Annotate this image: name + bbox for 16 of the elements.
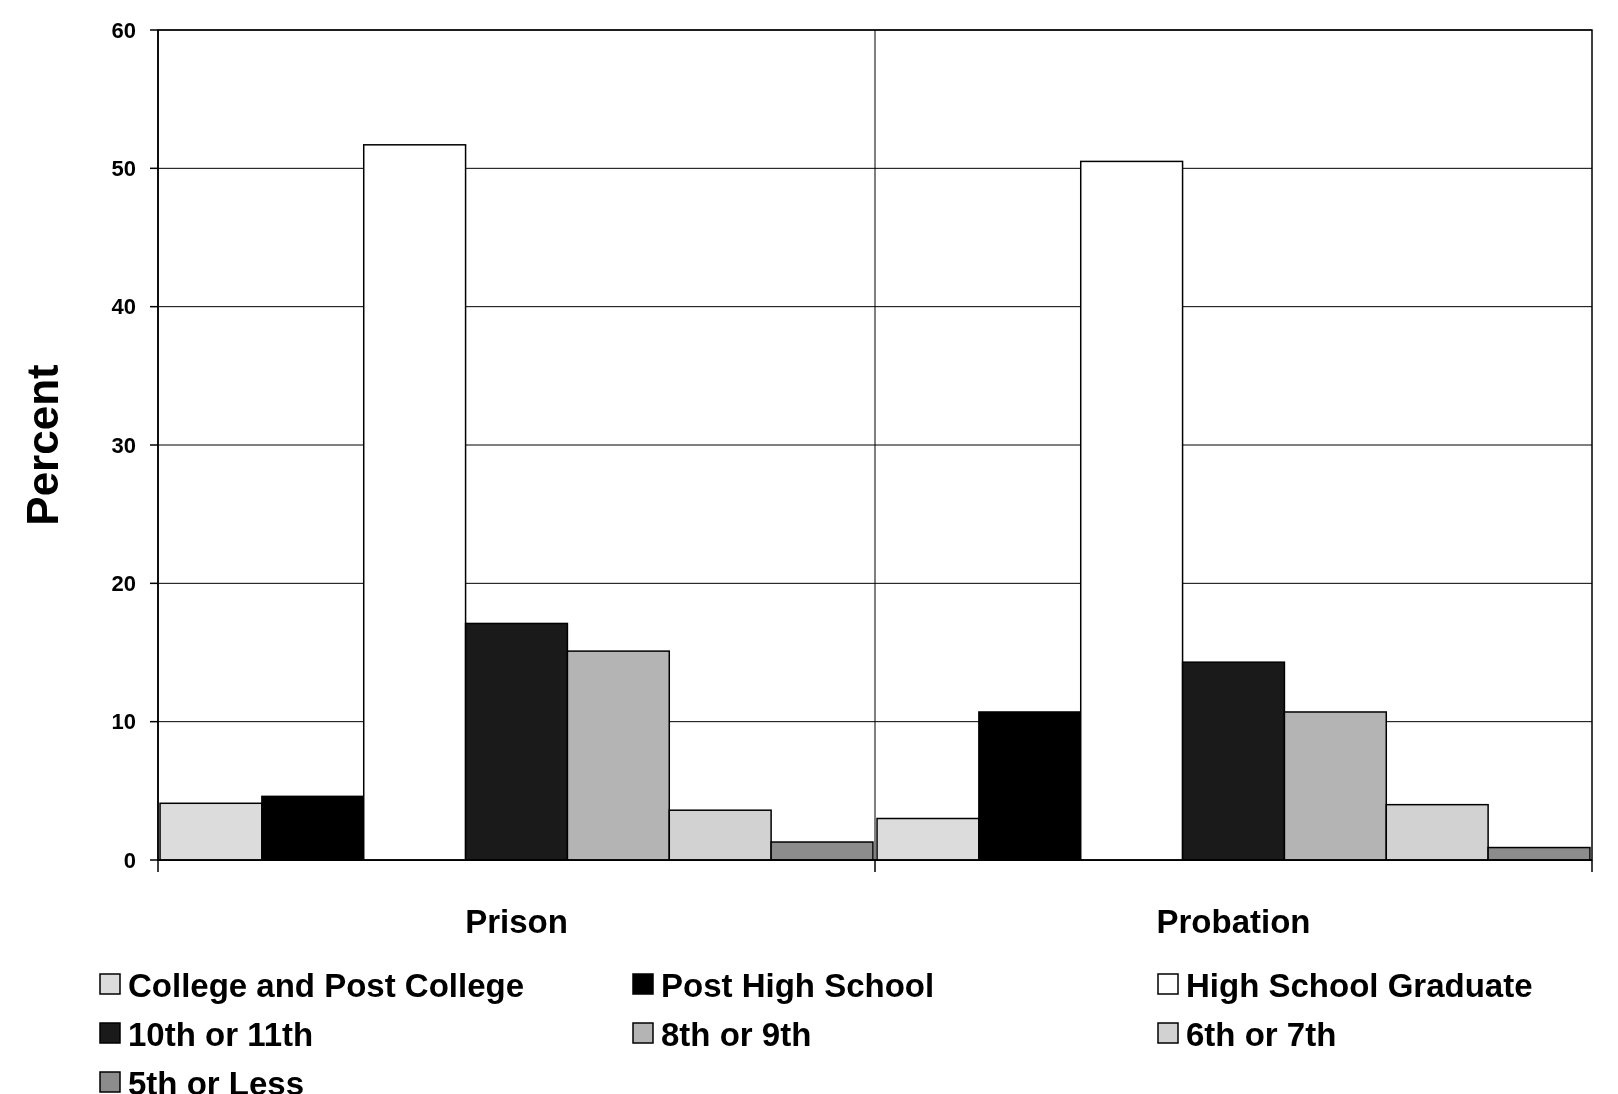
- legend-label: 6th or 7th: [1186, 1015, 1337, 1053]
- y-tick-label: 0: [123, 847, 136, 873]
- legend-label: Post High School: [661, 966, 935, 1004]
- legend-label: College and Post College: [128, 966, 525, 1004]
- x-tick-label: Prison: [465, 903, 568, 940]
- y-tick-label: 20: [111, 571, 136, 597]
- y-tick-label: 30: [111, 432, 136, 458]
- y-axis-title: Percent: [18, 363, 67, 526]
- y-tick-label: 40: [111, 294, 136, 320]
- y-tick-label: 60: [111, 17, 136, 43]
- y-tick-label: 10: [111, 709, 136, 735]
- legend-label: 10th or 11th: [128, 1015, 314, 1053]
- y-tick-label: 50: [111, 156, 136, 182]
- legend-label: 8th or 9th: [661, 1015, 812, 1053]
- legend-label: High School Graduate: [1186, 966, 1533, 1004]
- x-tick-label: Probation: [1156, 903, 1311, 940]
